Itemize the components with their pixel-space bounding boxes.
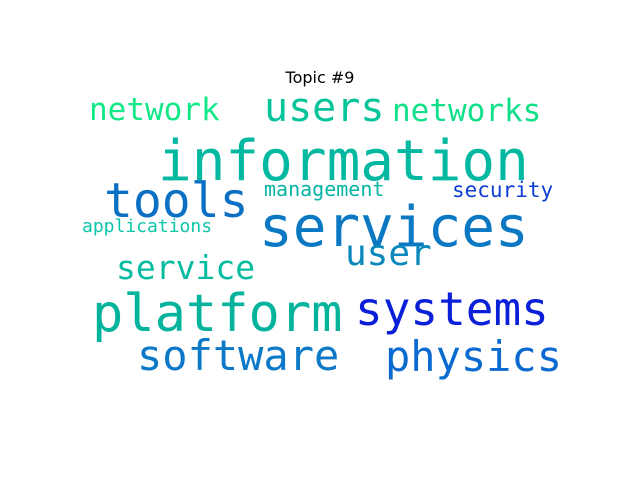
figure-title: Topic #9 <box>285 68 355 87</box>
word-user: user <box>345 233 432 274</box>
word-physics: physics <box>385 332 563 381</box>
word-systems: systems <box>355 282 549 336</box>
word-software: software <box>137 331 340 380</box>
word-platform: platform <box>92 284 343 344</box>
word-tools: tools <box>104 173 249 229</box>
word-service: service <box>116 248 256 287</box>
word-information: information <box>158 129 529 194</box>
word-management: management <box>264 177 385 201</box>
word-security: security <box>452 178 554 202</box>
word-networks: networks <box>392 93 542 129</box>
word-users: users <box>264 85 385 131</box>
word-applications: applications <box>82 216 213 237</box>
word-network: network <box>89 92 220 128</box>
word-services: services <box>259 195 529 260</box>
